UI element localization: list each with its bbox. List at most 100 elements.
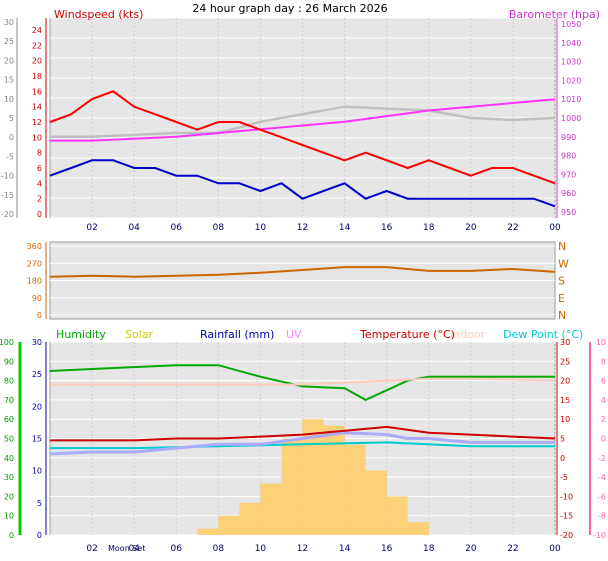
x-tick-label: 10 [255,544,267,554]
x-tick-label: 02 [86,223,97,233]
wind-tick-label: 18 [32,72,42,81]
solar-bar [239,502,261,535]
baro-tick-label: 1050 [561,20,581,29]
baro-tick-label: 1030 [561,58,581,67]
uv-tick-label: 4 [601,396,606,405]
solar-bar [281,438,303,535]
baro-tick-label: 1000 [561,114,581,123]
uv-tick-label: -4 [598,473,606,482]
legend-label: Dew Point (°C) [503,328,583,341]
humidity-tick-label: 0 [9,531,14,540]
compass-label: N [558,240,566,253]
dir-tick-label: 360 [27,242,42,251]
windspeed-label: Windspeed (kts) [54,8,143,21]
humidity-line [49,364,555,402]
compass-label: E [558,292,565,305]
grey-trace-line [50,105,556,139]
direction-series [49,266,556,278]
wind-gust-line [49,90,556,185]
outer-tick-label: -20 [1,210,14,219]
wind-tick-label: 2 [37,195,42,204]
wind-left-outer-axis: 30 25 20 15 10 5 0 -5 -10 -15 -20 [1,18,18,219]
uv-tick-label: 10 [596,338,606,347]
temp-series [49,364,556,535]
humidity-tick-label: 90 [4,357,14,366]
x-tick-label: 20 [465,544,477,554]
humidity-tick-label: 20 [4,492,14,501]
compass-label: W [558,257,569,270]
temp-tick-label: 25 [560,357,570,366]
baro-tick-label: 970 [561,170,576,179]
x-tick-label: 14 [339,544,351,554]
temp-legend: Humidity Solar Rainfall (mm) UV Temperature … [56,328,583,341]
x-tick-label: 00 [549,223,561,233]
uv-tick-label: -8 [598,512,606,521]
baro-tick-label: 1020 [561,76,581,85]
humidity-tick-label: 40 [4,454,14,463]
uv-tick-label: 6 [601,377,606,386]
temp-tick-label: -5 [560,473,568,482]
humidity-tick-label: 60 [4,415,14,424]
uv-tick-label: -10 [593,531,606,540]
solar-bar [260,483,282,535]
x-tick-label: 10 [255,223,267,233]
temp-tick-label: -20 [560,531,573,540]
x-tick-label: 02 [86,544,97,554]
baro-tick-label: 990 [561,133,576,142]
outer-tick-label: -10 [1,172,14,181]
uv-tick-label: 2 [601,415,606,424]
temp-tick-label: -15 [560,512,573,521]
temp-tick-label: -10 [560,492,573,501]
humidity-tick-label: 30 [4,473,14,482]
baro-tick-label: 950 [561,208,576,217]
wind-tick-label: 24 [32,26,42,35]
direction-grid [50,245,555,316]
temp-x-axis: 02 04 06 08 10 12 14 16 18 20 22 00 Moon Set [86,544,561,554]
baro-tick-label: 960 [561,189,576,198]
barometer-label: Barometer (hpa) [509,8,600,21]
direction-left-axis: 360 270 180 90 0 [27,242,47,320]
x-tick-label: 16 [381,544,393,554]
legend-label: UV [286,328,302,341]
x-tick-label: 18 [423,223,435,233]
x-tick-label: 04 [128,223,140,233]
dir-tick-label: 270 [27,259,42,268]
x-tick-label: 20 [465,223,477,233]
uv-tick-label: 8 [601,357,606,366]
wind-series [49,90,556,208]
x-tick-label: 22 [507,544,518,554]
wind-tick-label: 16 [32,87,42,96]
baro-tick-label: 1010 [561,95,581,104]
legend-label: Humidity [56,328,106,341]
rain-tick-label: 5 [37,499,42,508]
outer-tick-label: 5 [9,114,14,123]
temp-tick-label: 5 [560,435,565,444]
solar-bar [218,515,240,535]
x-tick-label: 12 [297,223,308,233]
rain-tick-label: 10 [32,467,42,476]
outer-tick-label: 0 [9,133,14,142]
solar-bar [386,496,408,535]
legend-label: Temperature (°C) [359,328,455,341]
humidity-tick-label: 10 [4,512,14,521]
wind-tick-label: 22 [32,41,42,50]
legend-label: Solar [125,328,154,341]
x-tick-label: 04 [128,544,140,554]
wind-tick-label: 10 [32,133,42,142]
dir-tick-label: 90 [32,294,42,303]
moon-set-label: Moon Set [108,544,145,553]
uv-line [49,431,555,456]
wind-avg-line [49,159,556,208]
x-tick-label: 08 [213,544,225,554]
humidity-tick-label: 70 [4,396,14,405]
rain-tick-label: 15 [32,435,42,444]
outer-tick-label: 20 [4,56,14,65]
x-tick-label: 14 [339,223,351,233]
x-tick-label: 00 [549,544,561,554]
uv-axis: 10 8 6 4 2 0 -2 -4 -6 -8 -10 [589,338,606,540]
temp-tick-label: 10 [560,415,570,424]
humidity-tick-label: 100 [0,338,14,347]
